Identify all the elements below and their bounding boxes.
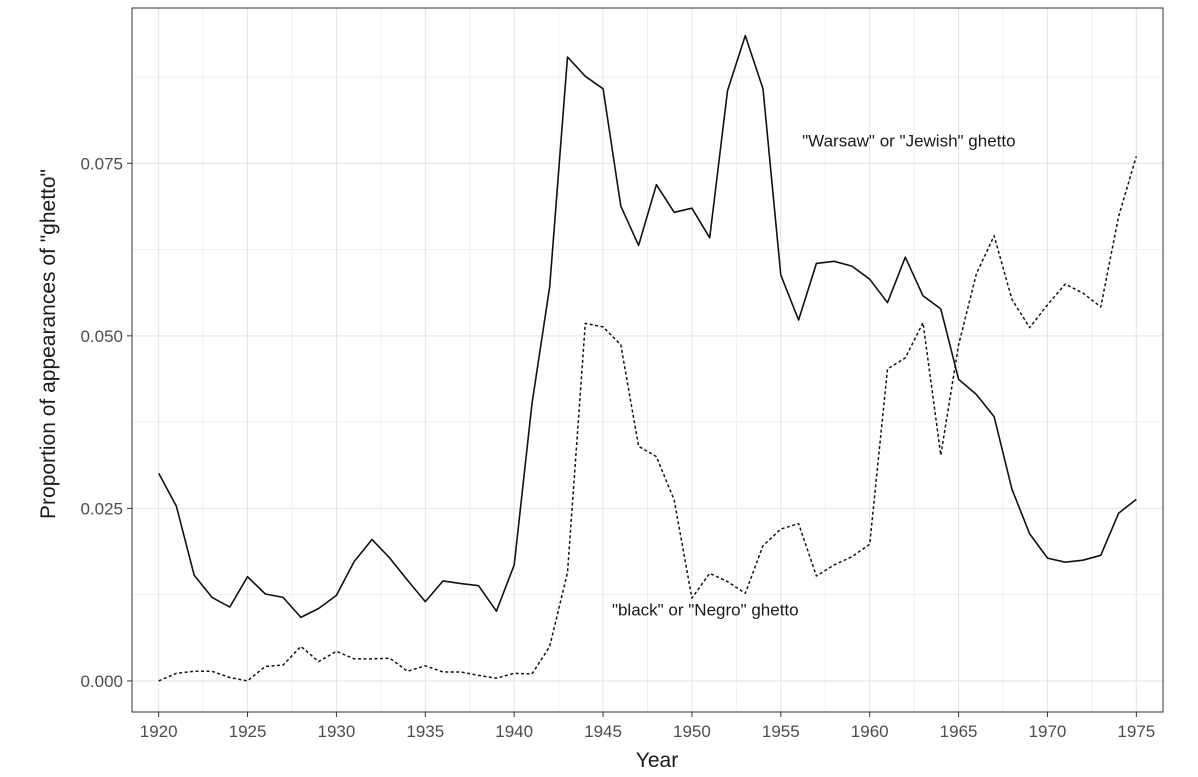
major-gridlines <box>132 8 1163 712</box>
series-layer <box>157 34 1138 682</box>
x-tick-label: 1945 <box>584 722 622 741</box>
x-tick-label: 1920 <box>140 722 178 741</box>
annotation-warsaw-jewish: "Warsaw" or "Jewish" ghetto <box>802 132 1015 151</box>
x-tick-label: 1975 <box>1117 722 1155 741</box>
x-tick-label: 1965 <box>940 722 978 741</box>
x-tick-label: 1950 <box>673 722 711 741</box>
annotations: "Warsaw" or "Jewish" ghetto "black" or "N… <box>612 132 1016 620</box>
minor-gridlines <box>132 8 1163 712</box>
series-line-warsaw-jewish-ghetto <box>157 34 1137 619</box>
x-tick-label: 1925 <box>229 722 267 741</box>
x-axis-title: Year <box>636 749 678 772</box>
x-tick-label: 1935 <box>406 722 444 741</box>
x-tick-label: 1955 <box>762 722 800 741</box>
x-tick-label: 1940 <box>495 722 533 741</box>
y-tick-label: 0.075 <box>80 154 123 173</box>
y-tick-label: 0.025 <box>80 499 123 518</box>
x-tick-label: 1930 <box>318 722 356 741</box>
annotation-black-negro: "black" or "Negro" ghetto <box>612 600 799 619</box>
series-line-black-negro-ghetto <box>158 156 1138 682</box>
y-tick-label: 0.000 <box>80 672 123 691</box>
x-tick-label: 1960 <box>851 722 889 741</box>
x-axis-ticks: 1920 1925 1930 1935 1940 1945 1950 1955 1960 1965… <box>140 712 1155 741</box>
y-axis-ticks: 0.000 0.025 0.050 0.075 <box>80 154 132 691</box>
x-tick-label: 1970 <box>1029 722 1067 741</box>
y-axis-title: Proportion of appearances of "ghetto" <box>37 169 60 519</box>
y-tick-label: 0.050 <box>80 327 123 346</box>
plot-panel-border <box>131 7 1164 713</box>
